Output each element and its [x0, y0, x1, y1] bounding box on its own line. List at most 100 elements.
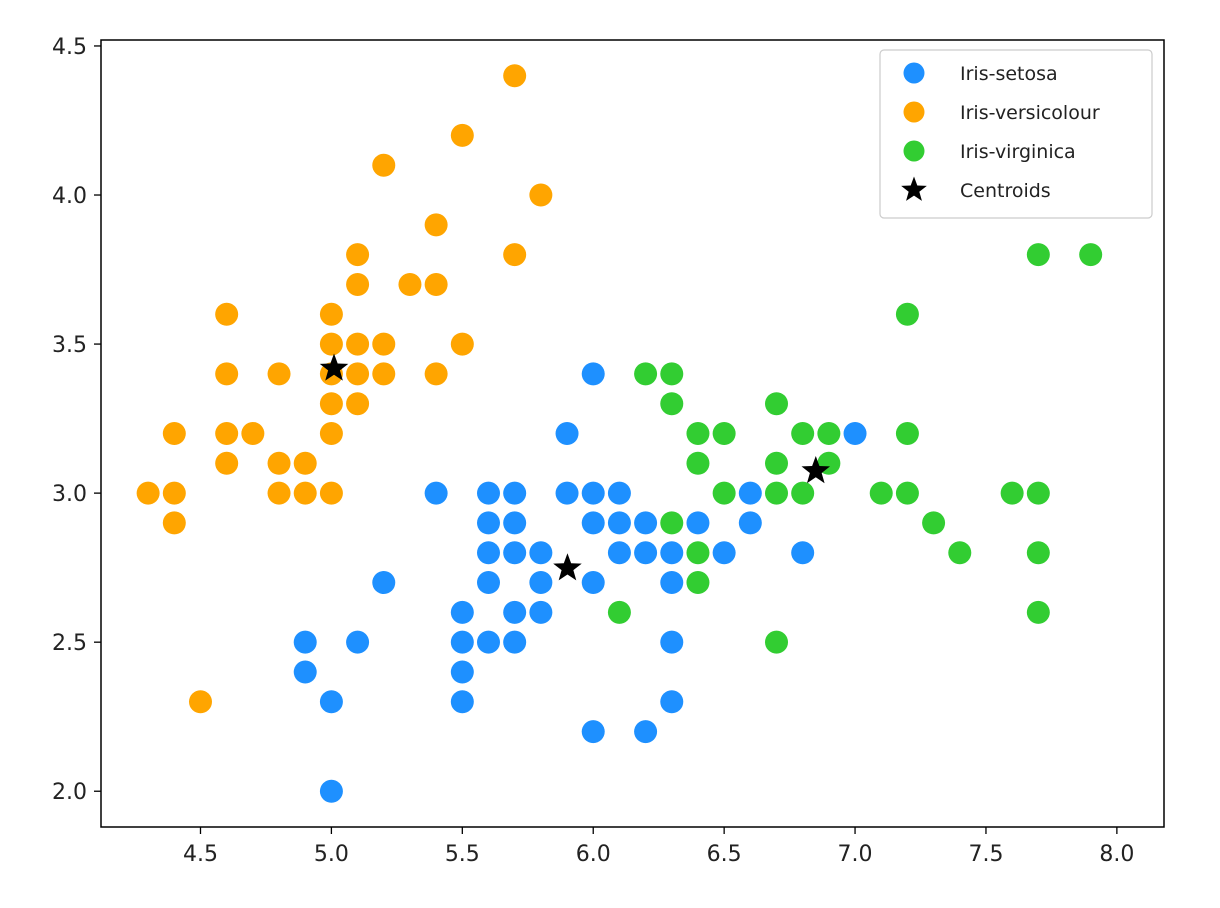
- x-tick-label: 8.0: [1099, 842, 1134, 867]
- point-iris-versicolour-16: [450, 332, 474, 356]
- point-iris-setosa-3: [843, 422, 867, 445]
- series-iris-versicolour: [136, 64, 553, 714]
- point-iris-virginica-19: [869, 481, 893, 505]
- point-iris-setosa-9: [607, 481, 631, 505]
- point-iris-versicolour-8: [346, 272, 370, 296]
- point-iris-virginica-20: [895, 481, 919, 505]
- point-iris-setosa-33: [529, 600, 553, 624]
- point-iris-versicolour-9: [398, 272, 422, 296]
- x-axis: 4.5 5.0 5.5 6.0 6.5 7.0 7.5 8.0: [183, 827, 1134, 867]
- point-iris-versicolour-21: [372, 362, 396, 386]
- point-iris-virginica-25: [686, 541, 710, 565]
- point-iris-versicolour-31: [293, 451, 317, 475]
- point-iris-versicolour-14: [346, 332, 370, 356]
- point-iris-versicolour-30: [267, 451, 291, 475]
- point-iris-virginica-27: [1026, 541, 1050, 565]
- centroid-star-3: [801, 456, 831, 484]
- point-iris-versicolour-5: [424, 213, 448, 237]
- point-iris-virginica-29: [607, 600, 631, 624]
- legend-label-centroids: Centroids: [960, 180, 1051, 202]
- point-iris-virginica-24: [922, 511, 946, 535]
- point-iris-setosa-8: [581, 481, 605, 505]
- point-iris-setosa-41: [450, 660, 474, 684]
- point-iris-setosa-22: [634, 541, 658, 565]
- y-tick-label: 2.0: [52, 780, 87, 805]
- point-iris-versicolour-20: [346, 362, 370, 386]
- x-tick-label: 5.0: [314, 842, 349, 867]
- point-iris-setosa-24: [712, 541, 736, 565]
- point-iris-virginica-26: [948, 541, 972, 565]
- x-tick-label: 5.5: [445, 842, 480, 867]
- point-iris-setosa-47: [319, 779, 343, 803]
- point-iris-virginica-6: [660, 392, 684, 416]
- point-iris-virginica-28: [686, 571, 710, 595]
- point-iris-setosa-13: [581, 511, 605, 535]
- point-iris-setosa-23: [660, 541, 684, 565]
- point-iris-versicolour-3: [372, 153, 396, 177]
- point-iris-versicolour-28: [319, 422, 343, 445]
- legend-label-iris-setosa: Iris-setosa: [960, 63, 1058, 85]
- centroid-star-1: [319, 353, 349, 381]
- point-iris-versicolour-18: [267, 362, 291, 386]
- point-iris-versicolour-1: [503, 64, 527, 88]
- point-iris-virginica-23: [660, 511, 684, 535]
- point-iris-setosa-40: [293, 660, 317, 684]
- point-iris-virginica-7: [765, 392, 789, 416]
- series-iris-virginica: [607, 243, 1103, 654]
- point-iris-setosa-1: [581, 362, 605, 386]
- point-iris-versicolour-26: [215, 422, 239, 445]
- point-iris-setosa-26: [372, 571, 396, 595]
- point-iris-versicolour-36: [319, 481, 343, 505]
- point-iris-versicolour-11: [215, 302, 239, 326]
- legend-marker-iris-setosa: [903, 62, 925, 84]
- point-iris-versicolour-22: [424, 362, 448, 386]
- point-iris-virginica-10: [791, 422, 815, 445]
- y-tick-label: 3.5: [52, 333, 87, 358]
- point-iris-virginica-3: [895, 302, 919, 326]
- point-iris-setosa-12: [503, 511, 527, 535]
- point-iris-versicolour-6: [346, 243, 370, 267]
- point-iris-setosa-6: [503, 481, 527, 505]
- plot-frame: [100, 39, 1165, 828]
- point-iris-virginica-8: [686, 422, 710, 445]
- point-iris-setosa-18: [476, 541, 500, 565]
- y-tick-label: 3.0: [52, 482, 87, 507]
- point-iris-versicolour-10: [424, 272, 448, 296]
- x-tick-label: 4.5: [183, 842, 218, 867]
- point-iris-setosa-17: [738, 511, 762, 535]
- point-iris-virginica-12: [895, 422, 919, 445]
- x-tick-label: 6.5: [707, 842, 742, 867]
- point-iris-setosa-38: [503, 630, 527, 654]
- point-iris-setosa-15: [634, 511, 658, 535]
- point-iris-setosa-2: [555, 422, 579, 445]
- point-iris-versicolour-23: [319, 392, 343, 416]
- y-tick-label: 4.0: [52, 184, 87, 209]
- legend-marker-iris-virginica: [903, 140, 925, 162]
- point-iris-virginica-31: [765, 630, 789, 654]
- point-iris-setosa-44: [660, 690, 684, 714]
- x-tick-label: 7.5: [968, 842, 1003, 867]
- point-iris-versicolour-27: [241, 422, 265, 445]
- point-iris-setosa-7: [555, 481, 579, 505]
- x-tick-label: 7.0: [838, 842, 873, 867]
- y-tick-label: 2.5: [52, 631, 87, 656]
- point-iris-virginica-9: [712, 422, 736, 445]
- point-iris-virginica-2: [1079, 243, 1103, 267]
- point-iris-setosa-14: [607, 511, 631, 535]
- point-iris-setosa-28: [529, 571, 553, 595]
- point-iris-versicolour-38: [188, 690, 212, 714]
- point-iris-setosa-30: [660, 571, 684, 595]
- point-iris-versicolour-15: [372, 332, 396, 356]
- legend-star-marker: [901, 176, 927, 201]
- point-iris-virginica-11: [817, 422, 841, 445]
- point-iris-setosa-34: [293, 630, 317, 654]
- point-iris-setosa-5: [476, 481, 500, 505]
- y-tick-label: 4.5: [52, 35, 87, 60]
- point-iris-versicolour-25: [162, 422, 186, 445]
- point-iris-setosa-42: [319, 690, 343, 714]
- point-iris-virginica-18: [791, 481, 815, 505]
- point-iris-virginica-4: [634, 362, 658, 386]
- centroid-star-2: [553, 553, 582, 581]
